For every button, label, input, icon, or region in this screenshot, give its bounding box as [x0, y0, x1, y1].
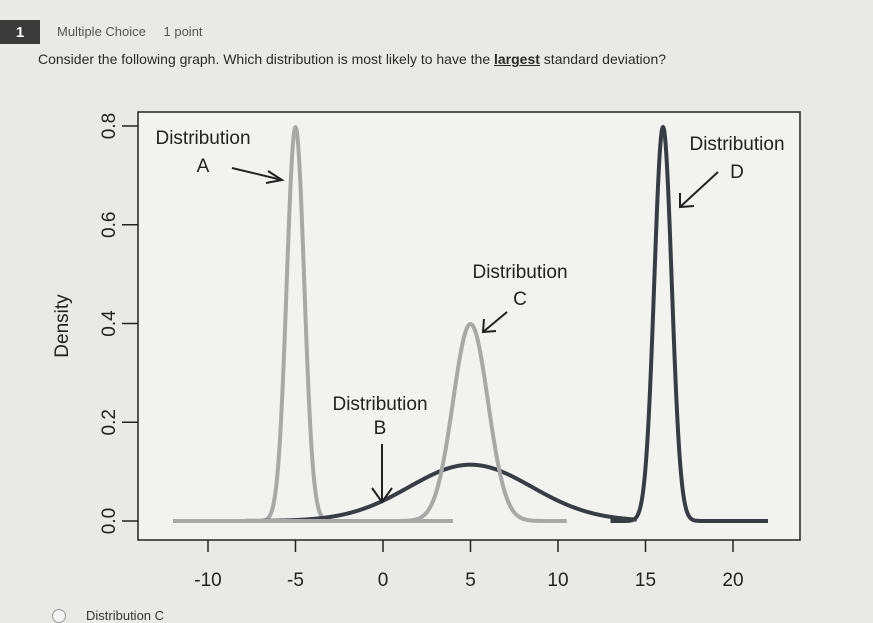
arrow-a [231, 167, 285, 184]
arrow-c [481, 311, 508, 334]
y-tick-label: 0.6 [99, 212, 120, 238]
curves [171, 125, 770, 523]
annotation-d-line2: D [730, 162, 744, 183]
radio-button[interactable] [52, 608, 66, 623]
y-tick-label: 0.2 [99, 409, 120, 435]
question-number: 1 [0, 20, 40, 44]
arrow-d [679, 171, 719, 209]
x-tick-label: -10 [194, 570, 221, 591]
annotation-c-line1: Distribution [472, 262, 567, 283]
annotation-b-line2: B [374, 418, 387, 439]
annotation-a-line2: A [197, 156, 210, 177]
question-meta: Multiple Choice 1 point [57, 24, 217, 39]
option-distribution-c[interactable]: Distribution C [52, 608, 164, 623]
prompt-text-after: standard deviation? [539, 51, 667, 67]
x-axis: -10 -5 0 5 10 15 20 [194, 540, 744, 591]
y-tick-label: 0.8 [99, 113, 120, 139]
option-label: Distribution C [86, 608, 165, 623]
x-tick-label: 5 [465, 570, 476, 591]
x-tick-label: 15 [635, 570, 656, 591]
annotation-c-line2: C [513, 289, 527, 310]
question-type: Multiple Choice [57, 24, 146, 39]
y-axis-label: Density [52, 294, 73, 358]
series-line-distribution-d [608, 125, 770, 523]
annotation-d-line1: Distribution [689, 134, 784, 155]
x-tick-label: 20 [722, 570, 743, 591]
prompt-text-before: Consider the following graph. Which dist… [38, 51, 494, 67]
density-chart-svg: 0.0 0.2 0.4 0.6 0.8 -10 -5 0 5 10 15 20 Density Di… [52, 111, 801, 591]
y-axis: 0.0 0.2 0.4 0.6 0.8 [99, 113, 138, 534]
density-chart: 0.0 0.2 0.4 0.6 0.8 -10 -5 0 5 10 15 20 Density Di… [0, 80, 873, 605]
x-tick-label: 10 [547, 570, 568, 591]
prompt-emphasis: largest [494, 51, 540, 67]
question-points: 1 point [163, 24, 203, 39]
annotation-a-line1: Distribution [155, 128, 250, 149]
y-tick-label: 0.0 [99, 508, 120, 534]
x-tick-label: 0 [378, 570, 389, 591]
arrow-b [371, 444, 393, 504]
x-tick-label: -5 [287, 570, 304, 591]
series-line-distribution-c [171, 322, 569, 523]
y-tick-label: 0.4 [99, 310, 120, 337]
annotation-b-line1: Distribution [332, 394, 427, 415]
question-prompt: Consider the following graph. Which dist… [38, 51, 666, 67]
